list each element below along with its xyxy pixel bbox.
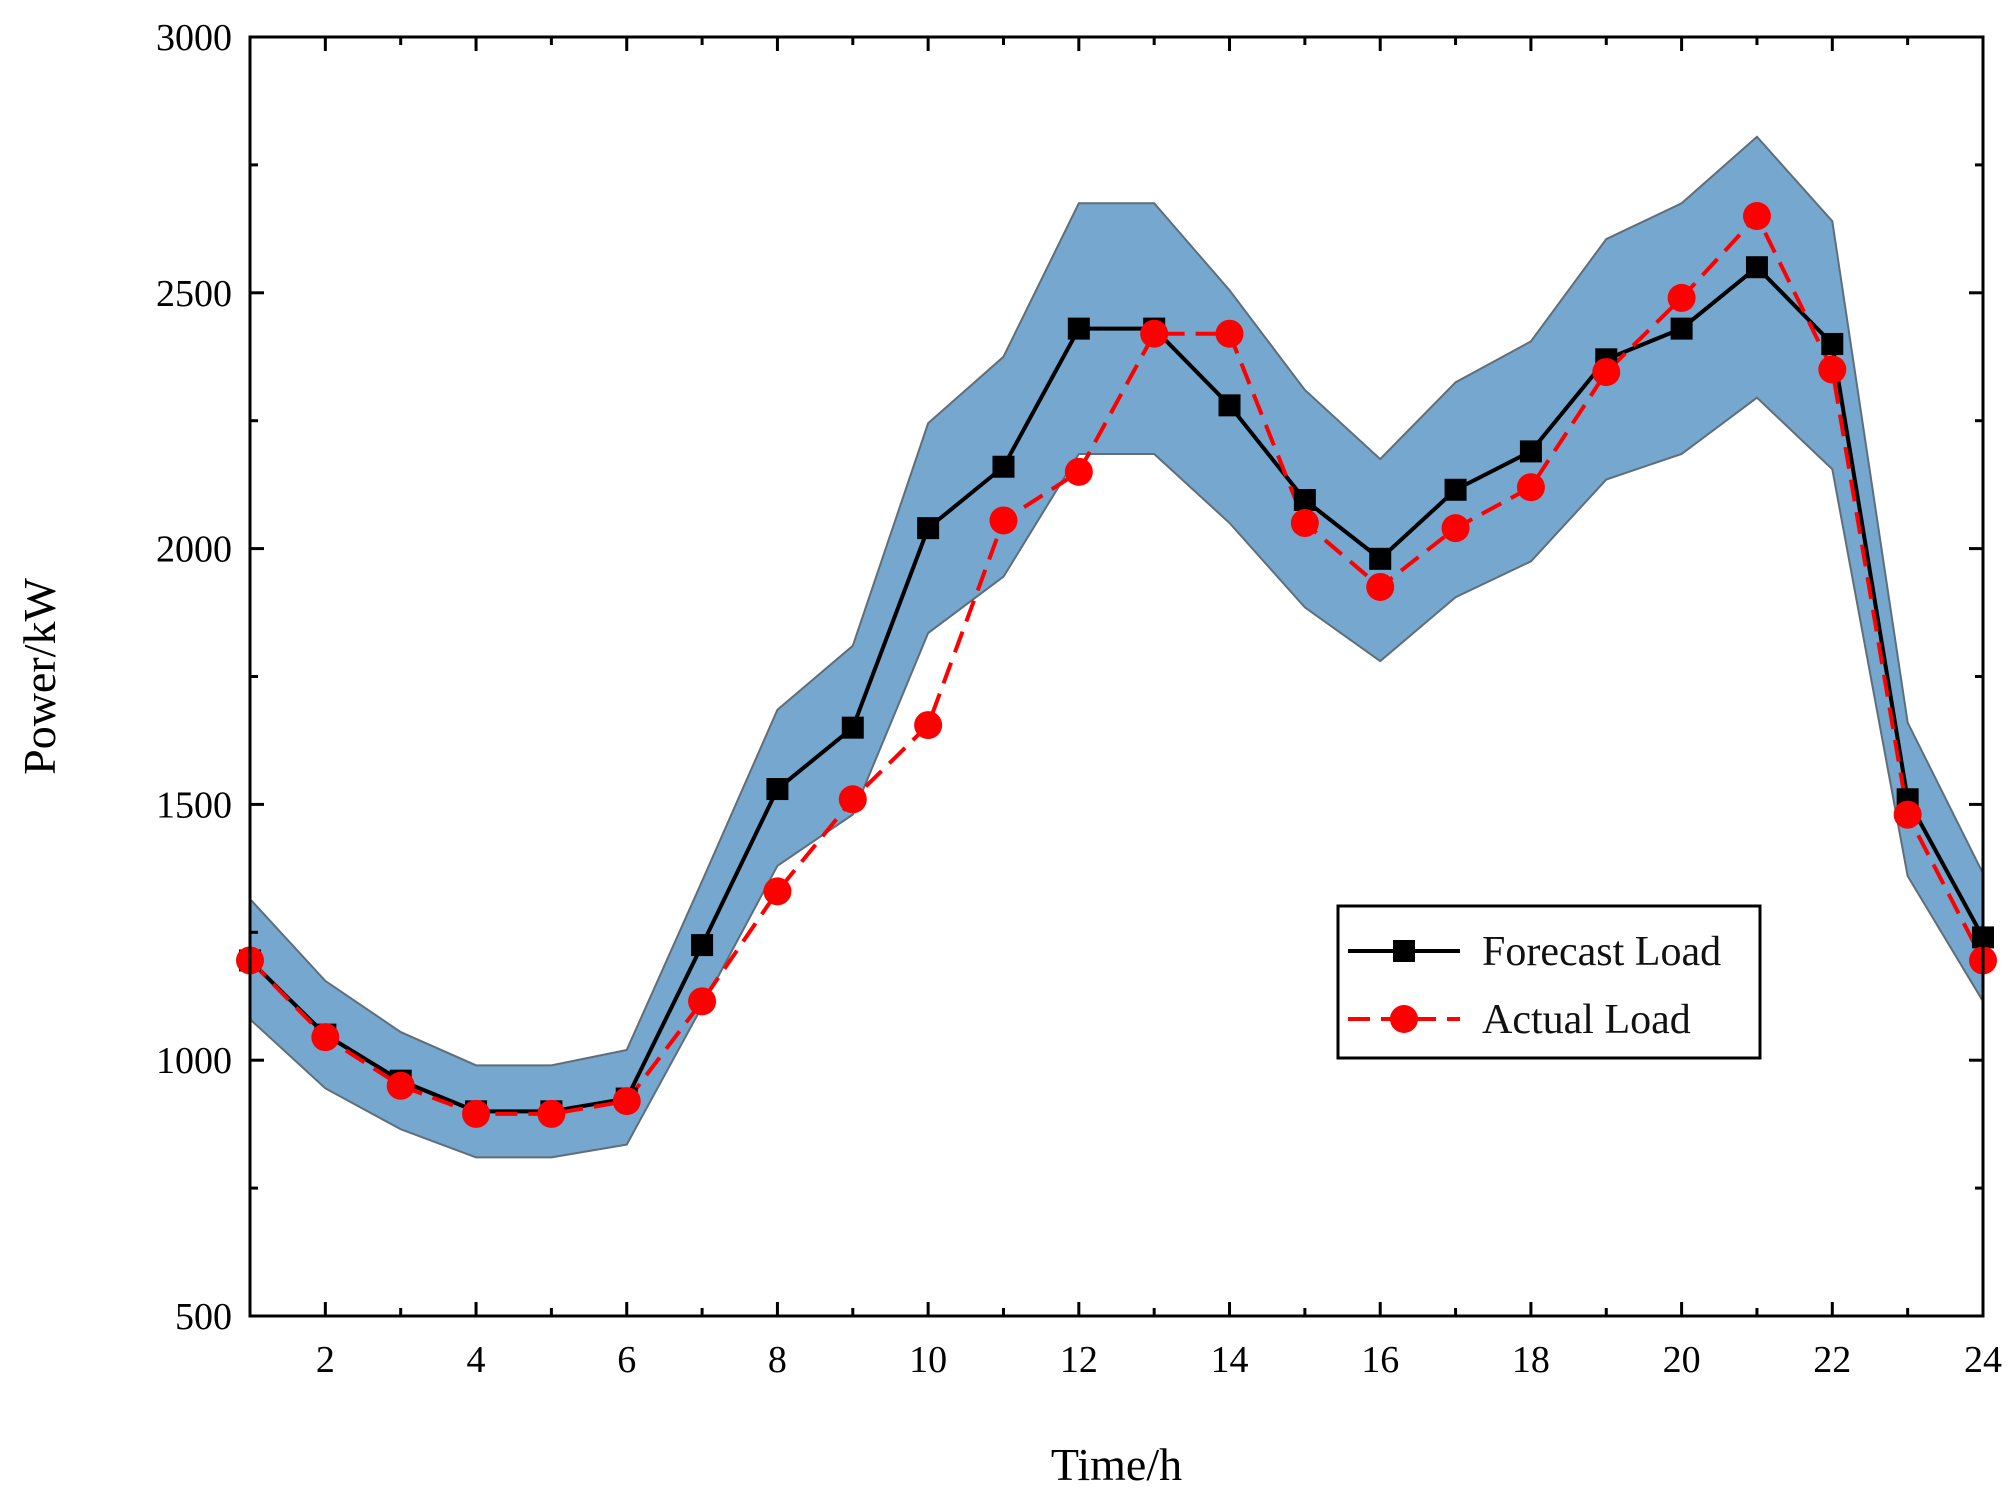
actual-load-point [537,1099,566,1128]
legend-actual-marker [1390,1005,1418,1033]
forecast-load-point [691,934,714,957]
actual-load-point [1667,283,1696,312]
actual-load-point [1441,514,1470,543]
actual-load-point [311,1023,340,1052]
y-tick-label: 1500 [156,784,232,826]
actual-load-point [1290,509,1319,538]
actual-load-point [1140,319,1169,348]
actual-load-point [386,1071,415,1100]
x-tick-label: 10 [909,1339,947,1381]
x-tick-label: 16 [1361,1339,1399,1381]
y-axis-title: Power/kW [14,578,65,775]
actual-load-point [989,506,1018,535]
forecast-load-point [766,778,789,801]
actual-load-point [462,1099,491,1128]
x-tick-label: 20 [1663,1339,1701,1381]
actual-load-point [612,1087,641,1116]
actual-load-point [838,785,867,814]
forecast-load-point [841,716,864,739]
legend-forecast-marker [1393,940,1415,962]
x-tick-label: 8 [768,1339,787,1381]
actual-load-point [1742,202,1771,231]
x-tick-label: 22 [1813,1339,1851,1381]
forecast-load-point [1369,547,1392,570]
x-tick-label: 4 [467,1339,486,1381]
x-tick-label: 24 [1964,1339,2002,1381]
actual-load-point [1064,457,1093,486]
x-tick-label: 12 [1060,1339,1098,1381]
forecast-load-point [1444,478,1467,501]
y-tick-label: 2000 [156,529,232,571]
legend-forecast-label: Forecast Load [1482,929,1721,975]
forecast-load-point [992,455,1015,478]
actual-load-point [1592,358,1621,387]
legend: Forecast Load Actual Load [1336,904,1762,1060]
actual-load-point [1818,355,1847,384]
forecast-load-point [1745,256,1768,279]
y-tick-label: 500 [175,1296,232,1338]
confidence-band [250,136,1983,1158]
y-tick-label: 2500 [156,273,232,315]
actual-load-point [688,987,717,1016]
legend-box [1336,904,1762,1060]
band-upper-edge [249,135,1984,1067]
legend-actual-label: Actual Load [1482,997,1691,1043]
forecast-load-point [917,517,940,540]
actual-load-point [1366,572,1395,601]
forecast-load-point [1821,332,1844,355]
actual-load-point [914,711,943,740]
x-tick-label: 14 [1211,1339,1249,1381]
forecast-load-point [1670,317,1693,340]
actual-load-point [1893,800,1922,829]
actual-load-point [1215,319,1244,348]
forecast-load-point [1519,440,1542,463]
x-tick-label: 2 [316,1339,335,1381]
x-axis-title: Time/h [1051,1439,1182,1490]
y-tick-label: 3000 [156,17,232,59]
forecast-load-point [1218,394,1241,417]
confidence-band-layer [249,135,1984,1159]
x-tick-label: 6 [617,1339,636,1381]
band-lower-edge [249,396,1984,1159]
actual-load-point [1516,473,1545,502]
actual-load-point [763,877,792,906]
x-tick-label: 18 [1512,1339,1550,1381]
series-layer [236,202,1997,1128]
y-tick-label: 1000 [156,1040,232,1082]
forecast-load-point [1067,317,1090,340]
forecast-load-point [1293,488,1316,511]
